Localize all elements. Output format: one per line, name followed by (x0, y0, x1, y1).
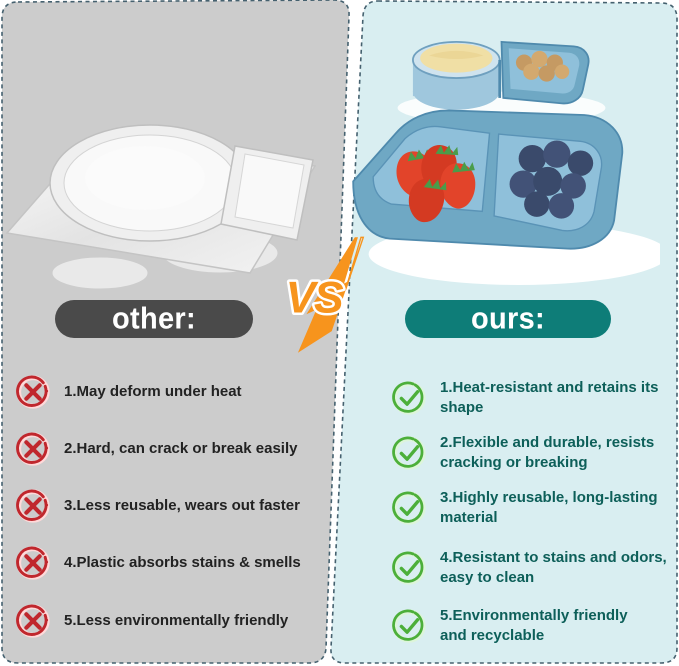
svg-text:VS: VS (286, 274, 344, 323)
